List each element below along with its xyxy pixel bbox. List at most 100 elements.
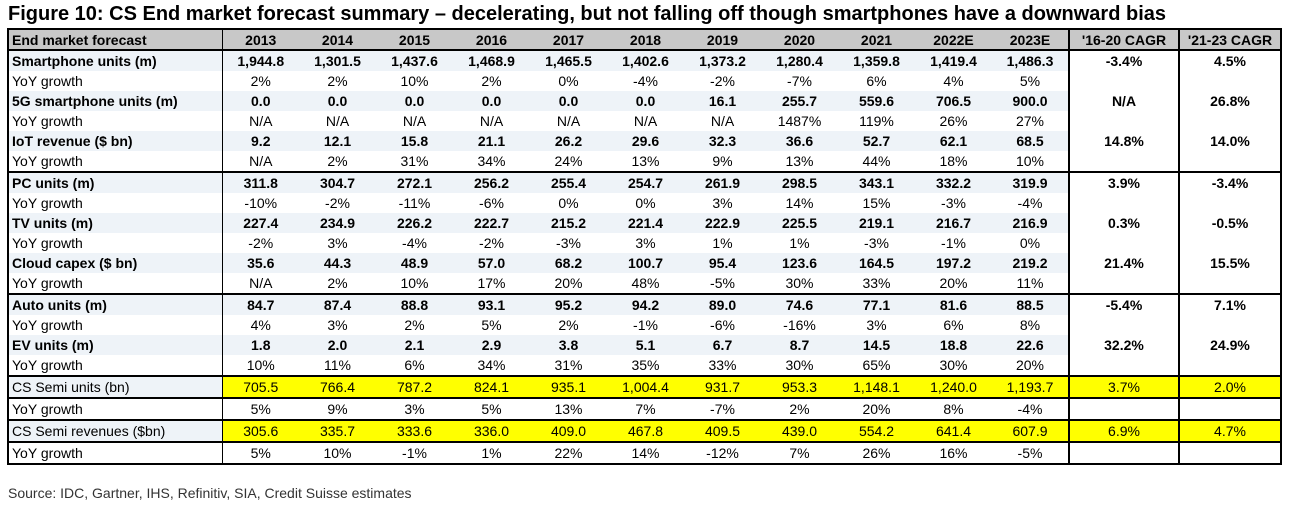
table-row: PC units (m) 311.8 304.7 272.1 256.2 255.4 254… (7, 171, 1282, 193)
table-cell: 1.8 (222, 335, 299, 355)
table-cell: 336.0 (453, 419, 530, 443)
table-cell: 2% (299, 151, 376, 172)
cagr-21-23-cell: -3.4% (1178, 171, 1282, 193)
table-cell: 256.2 (453, 171, 530, 193)
table-cell: 8% (992, 315, 1069, 335)
table-cell: -12% (684, 442, 761, 465)
figure-title: Figure 10: CS End market forecast summar… (8, 3, 1166, 25)
table-cell: 6% (838, 71, 915, 91)
table-cell: 81.6 (915, 293, 992, 315)
table-cell: 95.4 (684, 253, 761, 273)
table-cell: 333.6 (376, 419, 453, 443)
table-cell: 215.2 (530, 213, 607, 233)
table-cell: 5% (992, 71, 1069, 91)
table-cell: 11% (992, 273, 1069, 294)
table-cell: 35% (607, 355, 684, 376)
table-cell: 0.0 (299, 91, 376, 111)
table-cell: 2% (299, 273, 376, 294)
cagr-21-23-cell (1178, 233, 1282, 253)
cagr-16-20-cell: 0.3% (1068, 213, 1179, 233)
row-label: YoY growth (7, 71, 223, 91)
row-label: Smartphone units (m) (7, 50, 223, 71)
table-cell: 1,465.5 (530, 50, 607, 71)
table-cell: N/A (299, 111, 376, 131)
table-cell: 35.6 (222, 253, 299, 273)
table-cell: N/A (222, 273, 299, 294)
table-cell: 13% (607, 151, 684, 172)
table-cell: 2% (530, 315, 607, 335)
table-cell: 227.4 (222, 213, 299, 233)
table-cell: 319.9 (992, 171, 1069, 193)
table-cell: 22.6 (992, 335, 1069, 355)
table-cell: 2% (761, 398, 838, 420)
cagr-16-20-cell: N/A (1068, 91, 1179, 111)
table-cell: 52.7 (838, 131, 915, 151)
table-cell: -7% (684, 398, 761, 420)
table-cell: -2% (299, 193, 376, 213)
cagr-21-23-cell: 2.0% (1178, 375, 1282, 399)
row-label: CS Semi revenues ($bn) (7, 419, 223, 443)
table-cell: 953.3 (761, 375, 838, 399)
table-cell: -3% (530, 233, 607, 253)
table-cell: 30% (761, 355, 838, 376)
cagr-16-20-cell (1068, 151, 1179, 172)
table-cell: N/A (376, 111, 453, 131)
row-label: PC units (m) (7, 171, 223, 193)
table-cell: 0.0 (376, 91, 453, 111)
table-cell: -6% (453, 193, 530, 213)
cagr-21-23-cell: 24.9% (1178, 335, 1282, 355)
table-cell: 5% (453, 398, 530, 420)
table-cell: 6% (915, 315, 992, 335)
table-cell: N/A (222, 111, 299, 131)
cagr-16-20-cell: 14.8% (1068, 131, 1179, 151)
table-cell: 1,148.1 (838, 375, 915, 399)
table-row: CS Semi units (bn) 705.5 766.4 787.2 824.1 93… (7, 375, 1282, 399)
table-cell: 14% (761, 193, 838, 213)
cagr-16-20-cell: 21.4% (1068, 253, 1179, 273)
table-cell: 88.5 (992, 293, 1069, 315)
table-cell: 20% (992, 355, 1069, 376)
table-cell: -5% (992, 442, 1069, 465)
table-cell: 30% (761, 273, 838, 294)
table-cell: 95.2 (530, 293, 607, 315)
table-cell: -1% (376, 442, 453, 465)
cagr-21-23-cell: 15.5% (1178, 253, 1282, 273)
table-row: CS Semi revenues ($bn) 305.6 335.7 333.6 336… (7, 419, 1282, 443)
cagr-16-20-cell (1068, 273, 1179, 294)
row-label: Auto units (m) (7, 293, 223, 315)
year-header: 2020 (761, 28, 838, 51)
table-cell: 30% (915, 355, 992, 376)
table-cell: 1,468.9 (453, 50, 530, 71)
table-cell: 467.8 (607, 419, 684, 443)
table-cell: 15.8 (376, 131, 453, 151)
table-cell: 221.4 (607, 213, 684, 233)
header-row: End market forecast 2013 2014 2015 2016 … (7, 28, 1282, 51)
table-cell: 11% (299, 355, 376, 376)
table-cell: N/A (453, 111, 530, 131)
table-cell: 219.2 (992, 253, 1069, 273)
table-cell: -4% (376, 233, 453, 253)
table-cell: 14.5 (838, 335, 915, 355)
table-cell: 1% (453, 442, 530, 465)
table-cell: 197.2 (915, 253, 992, 273)
table-cell: 1,359.8 (838, 50, 915, 71)
table-cell: 0% (607, 193, 684, 213)
table-cell: 84.7 (222, 293, 299, 315)
table-cell: 68.2 (530, 253, 607, 273)
cagr-16-20-cell (1068, 71, 1179, 91)
forecast-table: End market forecast 2013 2014 2015 2016 … (7, 28, 1282, 465)
table-cell: 706.5 (915, 91, 992, 111)
table-cell: 222.9 (684, 213, 761, 233)
table-cell: 216.9 (992, 213, 1069, 233)
table-cell: 6% (376, 355, 453, 376)
yoy-growth-row: YoY growth 10% 11% 6% 34% 31% 35% 33% 30% 65% 30% 2… (7, 355, 1282, 376)
table-cell: 1,486.3 (992, 50, 1069, 71)
table-cell: 31% (376, 151, 453, 172)
table-cell: -1% (915, 233, 992, 253)
table-cell: 705.5 (222, 375, 299, 399)
table-cell: 68.5 (992, 131, 1069, 151)
table-cell: 7% (607, 398, 684, 420)
table-cell: -6% (684, 315, 761, 335)
cagr-16-20-cell: 6.9% (1068, 419, 1179, 443)
source-note: Source: IDC, Gartner, IHS, Refinitiv, SI… (8, 485, 412, 501)
